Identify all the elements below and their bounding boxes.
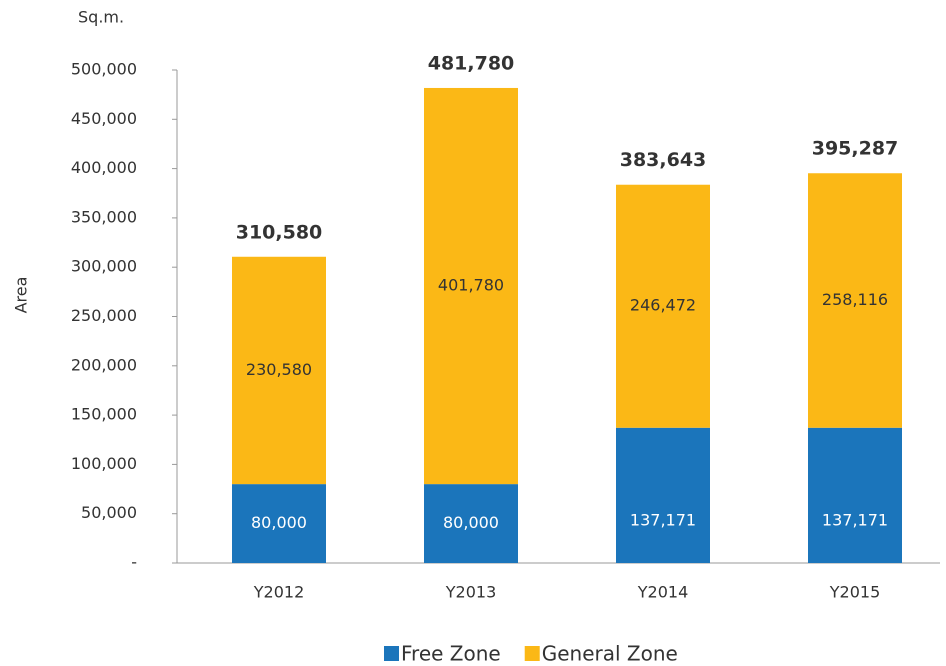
y-tick-label: 350,000: [71, 207, 137, 226]
y-tick-label: 300,000: [71, 257, 137, 276]
segment-label: 401,780: [438, 276, 504, 295]
y-axis-title: Area: [12, 277, 31, 314]
y-tick-label: 400,000: [71, 158, 137, 177]
segment-label: 246,472: [630, 296, 696, 315]
bar-segment: [424, 484, 518, 563]
total-label: 383,643: [620, 149, 707, 171]
segment-label: 258,116: [822, 290, 888, 309]
bar-segment: [424, 87, 518, 485]
y-tick-label: 150,000: [71, 405, 137, 424]
segment-label: 80,000: [251, 513, 307, 532]
bar-segment: [232, 484, 326, 563]
segment-label: 137,171: [630, 511, 696, 530]
legend-label: Free Zone: [401, 642, 501, 666]
total-label: 395,287: [812, 138, 899, 160]
x-tick-label: Y2014: [637, 583, 689, 602]
bar-segment: [808, 427, 902, 563]
y-tick-label: -: [131, 553, 137, 572]
y-tick-label: 500,000: [71, 60, 137, 79]
bar-segment: [616, 184, 710, 428]
y-tick-label: 100,000: [71, 454, 137, 473]
segment-label: 137,171: [822, 511, 888, 530]
y-tick-label: 200,000: [71, 355, 137, 374]
segment-label: 230,580: [246, 360, 312, 379]
unit-label: Sq.m.: [78, 8, 124, 27]
bar-segment: [232, 256, 326, 485]
bar-segment: [808, 173, 902, 428]
legend-swatch: [524, 646, 540, 661]
y-tick-label: 450,000: [71, 109, 137, 128]
total-label: 481,780: [428, 52, 515, 74]
total-label: 310,580: [236, 221, 323, 243]
legend-label: General Zone: [542, 642, 678, 666]
x-tick-label: Y2015: [829, 583, 881, 602]
y-tick-label: 50,000: [81, 503, 137, 522]
x-tick-label: Y2012: [253, 583, 305, 602]
x-tick-label: Y2013: [445, 583, 497, 602]
legend-swatch: [384, 646, 399, 661]
bar-segment: [616, 427, 710, 563]
segment-label: 80,000: [443, 513, 499, 532]
y-tick-label: 250,000: [71, 306, 137, 325]
